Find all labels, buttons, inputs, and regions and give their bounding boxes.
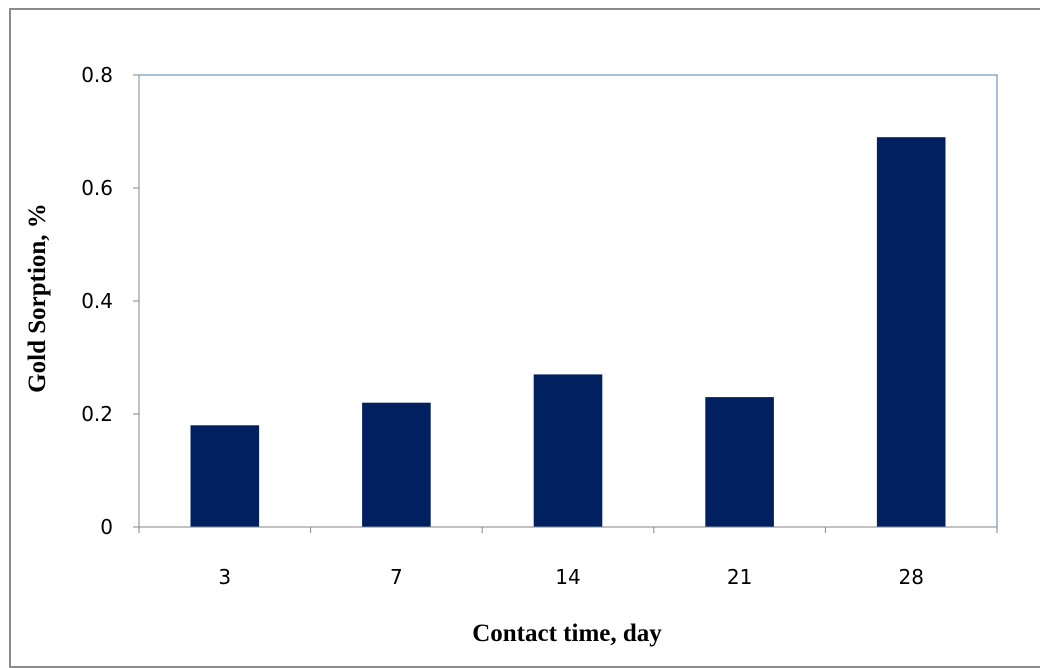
- bar-21: [705, 397, 774, 527]
- bar-14: [533, 374, 603, 527]
- y-tick-labels: 0 0.2 0.4 0.6 0.8: [81, 63, 113, 539]
- x-axis-title: Contact time, day: [472, 620, 662, 647]
- x-tick-label: 21: [727, 565, 752, 589]
- y-tick-label: 0: [100, 515, 113, 539]
- bar-chart: 0 0.2 0.4 0.6 0.8 3 7 14 21 28 Contact time, day…: [24, 63, 998, 647]
- y-tick-label: 0.8: [81, 63, 113, 87]
- x-tick-label: 7: [390, 565, 403, 589]
- bar-7: [362, 402, 431, 527]
- y-tick-label: 0.2: [81, 402, 113, 426]
- bars: [190, 137, 946, 527]
- bar-3: [190, 425, 260, 527]
- axes: [133, 74, 998, 533]
- x-tick-label: 3: [218, 565, 231, 589]
- y-tick-label: 0.4: [81, 289, 113, 313]
- x-tick-labels: 3 7 14 21 28: [218, 565, 923, 589]
- x-tick-label: 14: [555, 565, 580, 589]
- y-axis-title: Gold Sorption, %: [24, 203, 51, 393]
- y-tick-label: 0.6: [81, 176, 113, 200]
- bar-28: [876, 137, 946, 527]
- chart-frame: [9, 8, 1040, 668]
- x-tick-label: 28: [898, 565, 923, 589]
